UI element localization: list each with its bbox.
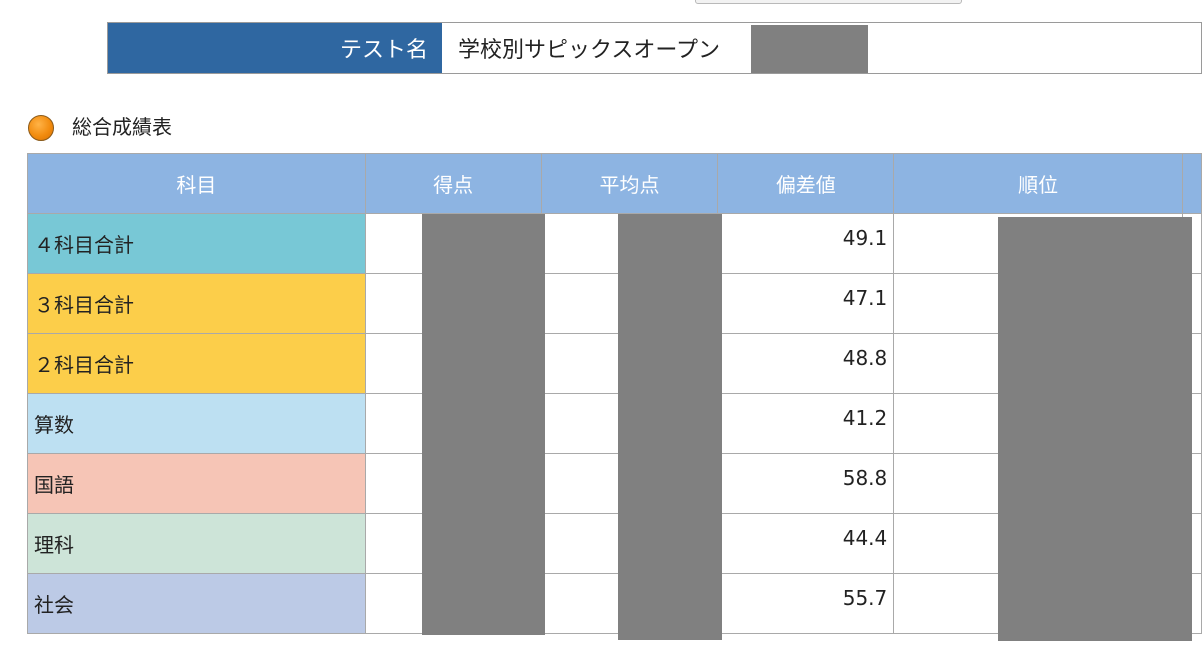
subject-cell: 理科 bbox=[27, 513, 366, 574]
deviation-cell: 44.4 bbox=[717, 513, 895, 574]
header-average: 平均点 bbox=[540, 153, 719, 214]
top-dropdown-edge[interactable] bbox=[695, 0, 962, 4]
table-header-row: 科目 得点 平均点 偏差値 順位 bbox=[27, 153, 1202, 214]
subject-cell: ４科目合計 bbox=[27, 213, 366, 274]
subject-cell: ３科目合計 bbox=[27, 273, 366, 334]
subject-cell: 社会 bbox=[27, 573, 366, 634]
deviation-cell: 55.7 bbox=[717, 573, 895, 634]
test-name-box: テスト名 学校別サピックスオープン bbox=[107, 22, 1202, 74]
redacted-rank-column bbox=[998, 217, 1192, 641]
deviation-cell: 48.8 bbox=[717, 333, 895, 394]
header-subject: 科目 bbox=[27, 153, 366, 214]
header-rank: 順位 bbox=[893, 153, 1183, 214]
subject-cell: 算数 bbox=[27, 393, 366, 454]
header-extra bbox=[1181, 153, 1202, 214]
test-name-value: 学校別サピックスオープン bbox=[458, 38, 721, 63]
subject-cell: 国語 bbox=[27, 453, 366, 514]
redacted-score-column bbox=[422, 214, 545, 635]
deviation-cell: 41.2 bbox=[717, 393, 895, 454]
deviation-cell: 58.8 bbox=[717, 453, 895, 514]
orange-circle-icon bbox=[28, 115, 54, 141]
subject-cell: ２科目合計 bbox=[27, 333, 366, 394]
header-deviation: 偏差値 bbox=[717, 153, 895, 214]
section-title: 総合成績表 bbox=[72, 115, 172, 139]
redacted-average-column bbox=[618, 214, 722, 640]
deviation-cell: 47.1 bbox=[717, 273, 895, 334]
redacted-block bbox=[751, 25, 868, 73]
deviation-cell: 49.1 bbox=[717, 213, 895, 274]
test-name-label: テスト名 bbox=[108, 23, 442, 73]
header-score: 得点 bbox=[364, 153, 542, 214]
